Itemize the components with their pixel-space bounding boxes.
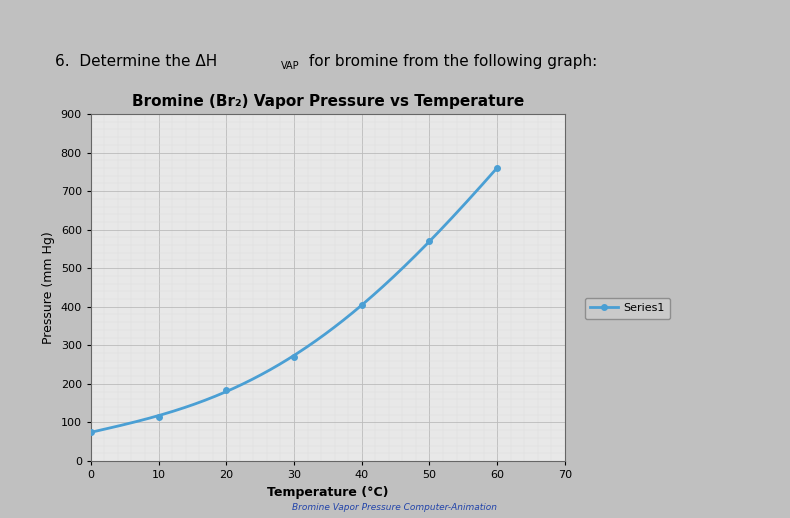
Y-axis label: Pressure (mm Hg): Pressure (mm Hg) [42,231,55,344]
Text: 6.  Determine the ΔH: 6. Determine the ΔH [55,54,217,69]
Legend: Series1: Series1 [585,298,671,319]
Title: Bromine (Br₂) Vapor Pressure vs Temperature: Bromine (Br₂) Vapor Pressure vs Temperat… [132,94,524,109]
Text: for bromine from the following graph:: for bromine from the following graph: [304,54,597,69]
Text: VAP: VAP [280,61,299,70]
Text: Bromine Vapor Pressure Computer-Animation: Bromine Vapor Pressure Computer-Animatio… [292,503,498,512]
X-axis label: Temperature (°C): Temperature (°C) [267,485,389,499]
